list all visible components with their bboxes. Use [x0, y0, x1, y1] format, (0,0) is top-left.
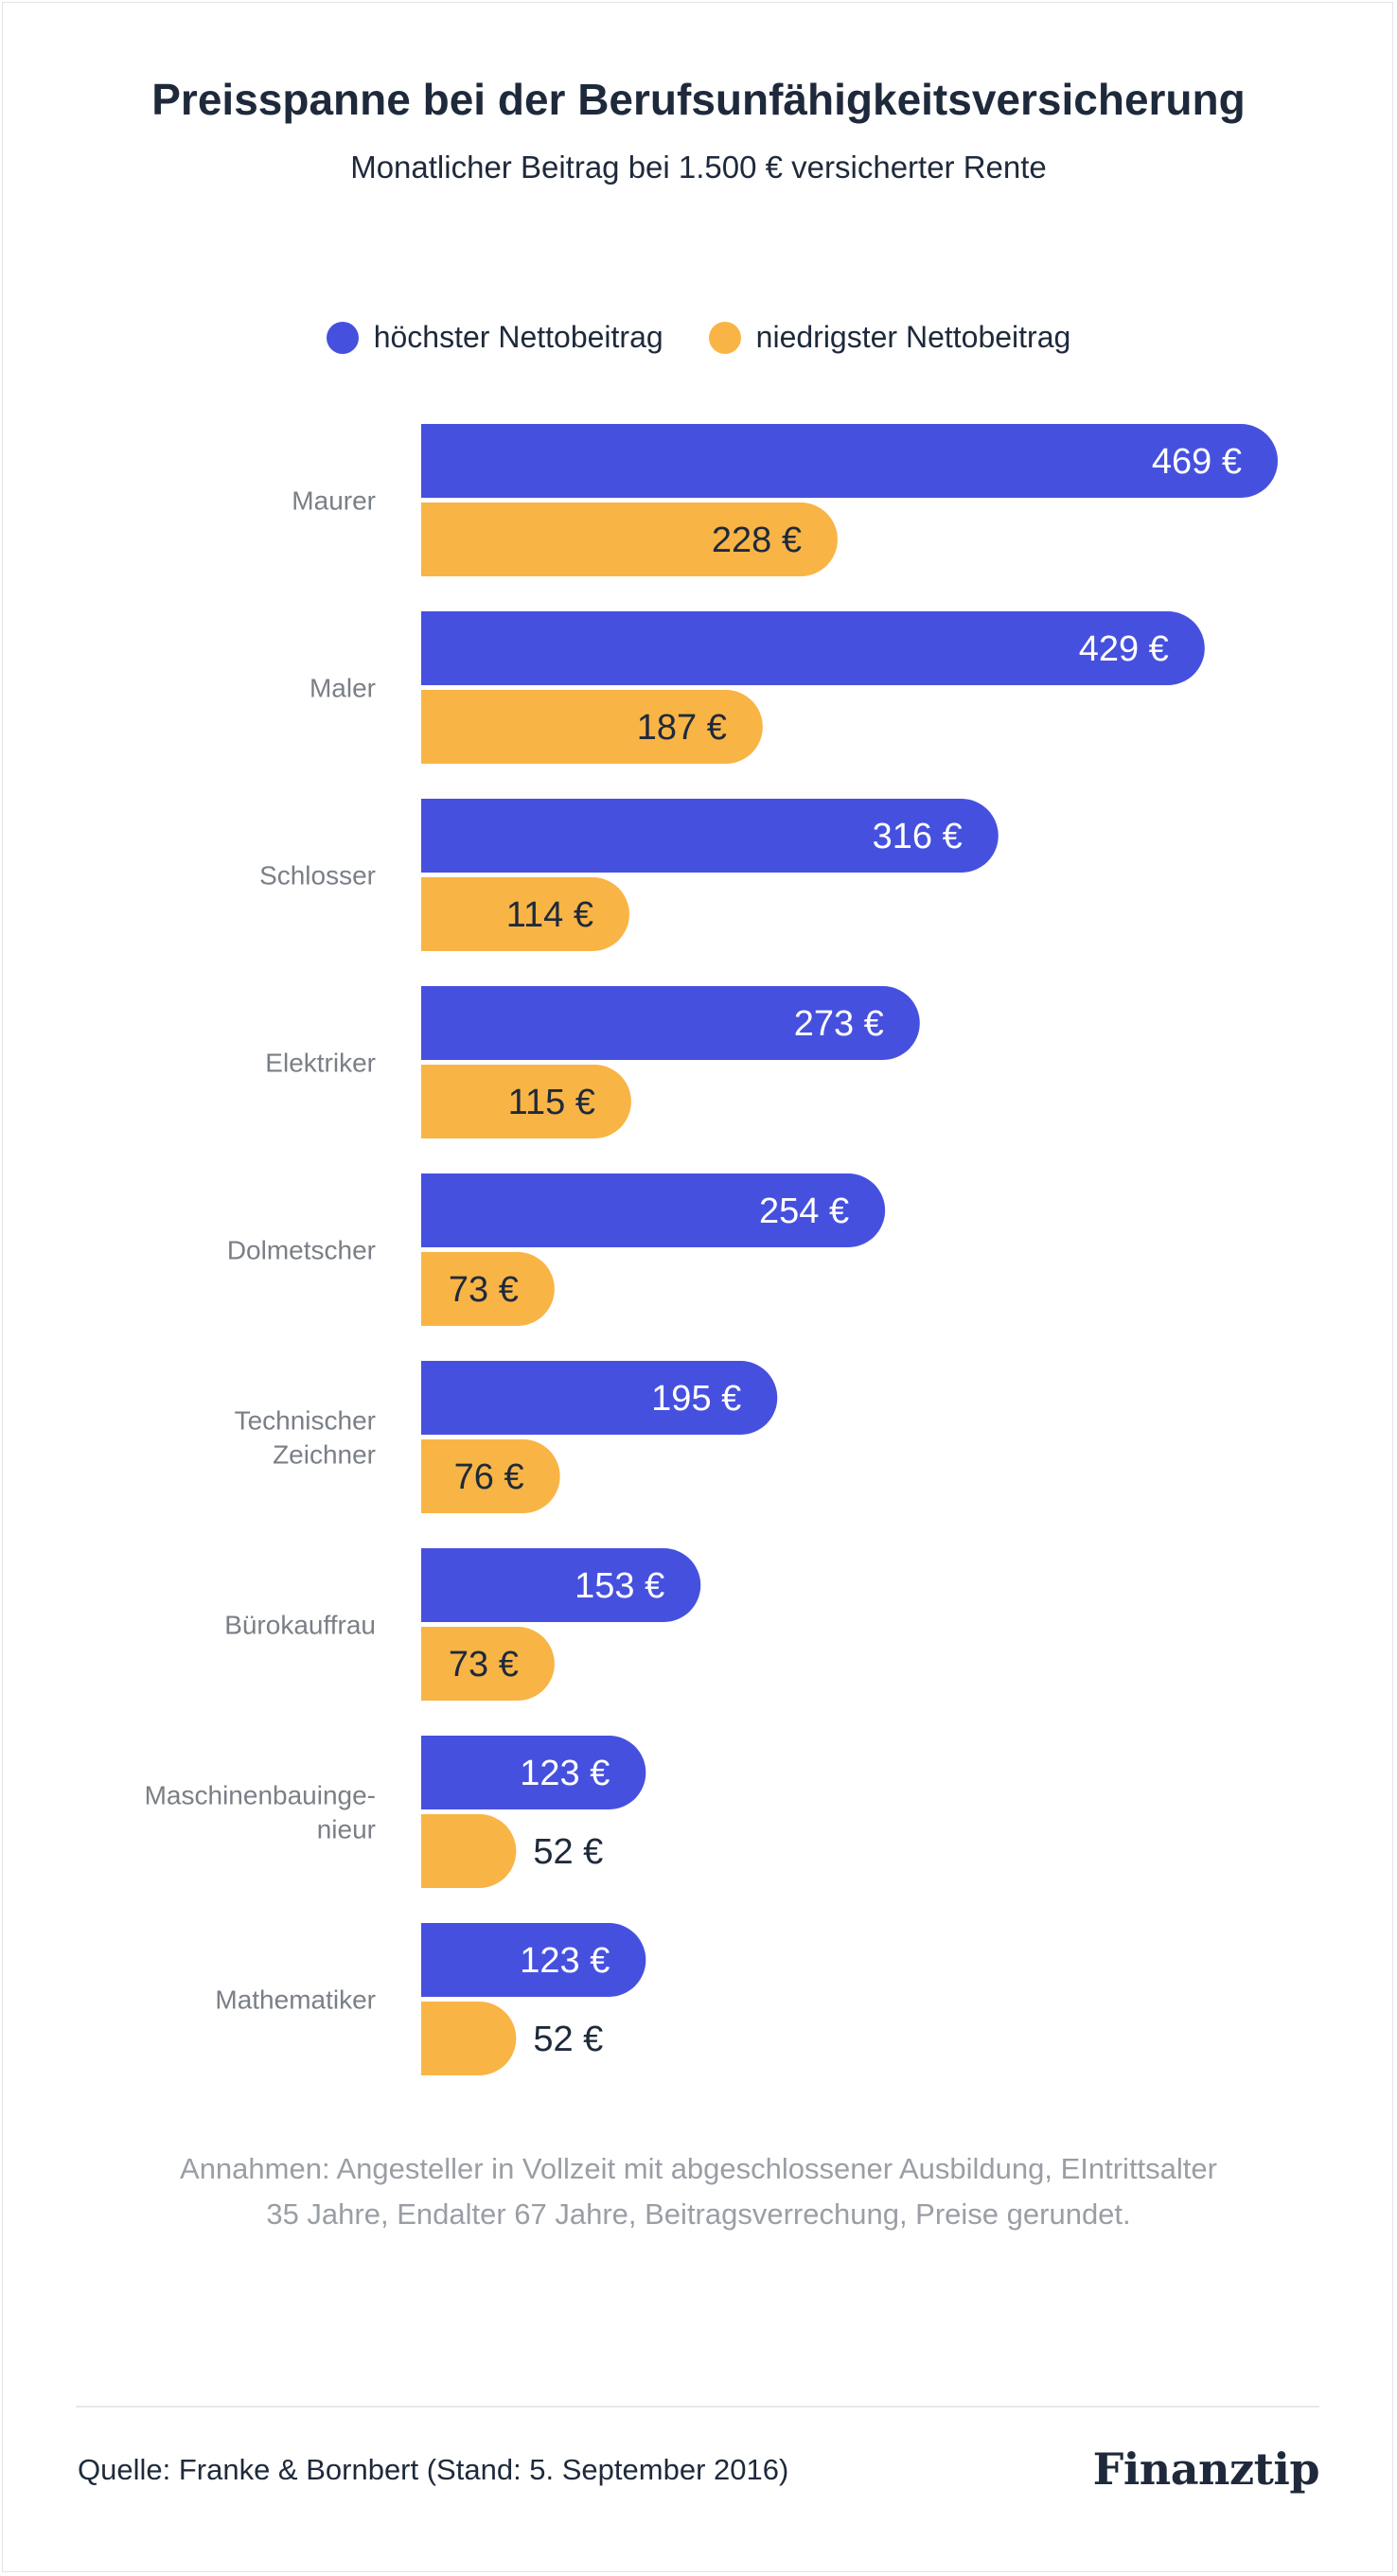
category-label: Mathematiker: [215, 1985, 376, 2015]
value-label-lowest: 52 €: [533, 2020, 603, 2059]
value-label-highest: 429 €: [1079, 629, 1169, 669]
value-label-highest: 254 €: [759, 1191, 849, 1231]
value-label-highest: 123 €: [520, 1941, 610, 1981]
bar-highest: [421, 799, 999, 873]
bar-lowest: [421, 690, 763, 764]
finanztip-logo: Finanztip: [1092, 2444, 1320, 2495]
value-label-lowest: 73 €: [449, 1645, 519, 1685]
category-label: Bürokauffrau: [224, 1611, 376, 1640]
value-label-lowest: 228 €: [712, 520, 802, 560]
value-label-highest: 153 €: [575, 1566, 664, 1606]
category-label: Maurer: [292, 486, 376, 516]
legend-label-highest: höchster Nettobeitrag: [373, 320, 663, 354]
value-label-highest: 195 €: [651, 1379, 741, 1419]
bar-lowest: [421, 1065, 631, 1138]
legend-label-lowest: niedrigster Nettobeitrag: [755, 320, 1071, 354]
legend-swatch-lowest: [708, 321, 741, 354]
assumptions-note: Annahmen: Angesteller in Vollzeit mit ab…: [180, 2152, 1217, 2231]
value-label-lowest: 187 €: [637, 708, 727, 748]
legend-item-highest: höchster Nettobeitrag: [326, 320, 663, 355]
bar-highest: [421, 1736, 646, 1809]
category-label: Elektriker: [265, 1049, 376, 1078]
value-label-lowest: 115 €: [508, 1083, 595, 1122]
chart-legend: höchster Nettobeitrag niedrigster Nettob…: [0, 320, 1397, 355]
value-label-highest: 469 €: [1152, 442, 1242, 482]
bar-highest: [421, 986, 920, 1060]
bar-chart: Maurer 469 € 228 € Maler 429 € 187 € Schlosser…: [145, 424, 1278, 2075]
footer-divider: [76, 2406, 1319, 2408]
bar-highest: [421, 611, 1205, 685]
bar-lowest: [421, 1814, 517, 1888]
value-label-lowest: 76 €: [454, 1457, 524, 1497]
bar-lowest: [421, 503, 838, 576]
bar-highest: [421, 1548, 701, 1622]
source-note: Quelle: Franke & Bornbert (Stand: 5. Sep…: [78, 2453, 789, 2486]
value-label-highest: 316 €: [873, 817, 963, 856]
bar-highest: [421, 1923, 646, 1997]
category-label: Dolmetscher: [227, 1236, 376, 1265]
value-label-lowest: 114 €: [506, 895, 593, 935]
category-label: Technischer Zeichner: [235, 1406, 376, 1470]
value-label-highest: 273 €: [794, 1004, 884, 1044]
bar-highest: [421, 424, 1278, 498]
legend-item-lowest: niedrigster Nettobeitrag: [708, 320, 1071, 355]
bar-lowest: [421, 1439, 560, 1513]
category-label: Maschinenbauinge-nieur: [145, 1781, 376, 1844]
category-label: Maler: [309, 674, 376, 703]
category-label: Schlosser: [259, 861, 376, 891]
chart-title: Preisspanne bei der Berufsunfähigkeitsve…: [151, 75, 1246, 124]
bar-lowest: [421, 1252, 555, 1326]
bar-highest: [421, 1361, 778, 1435]
chart-subtitle: Monatlicher Beitrag bei 1.500 € versiche…: [350, 150, 1047, 185]
bar-lowest: [421, 1627, 555, 1701]
value-label-highest: 123 €: [520, 1754, 610, 1793]
value-label-lowest: 52 €: [533, 1832, 603, 1872]
bar-lowest: [421, 877, 629, 951]
legend-swatch-highest: [326, 321, 359, 354]
value-label-lowest: 73 €: [449, 1270, 519, 1310]
bar-lowest: [421, 2002, 517, 2075]
bar-highest: [421, 1173, 886, 1247]
